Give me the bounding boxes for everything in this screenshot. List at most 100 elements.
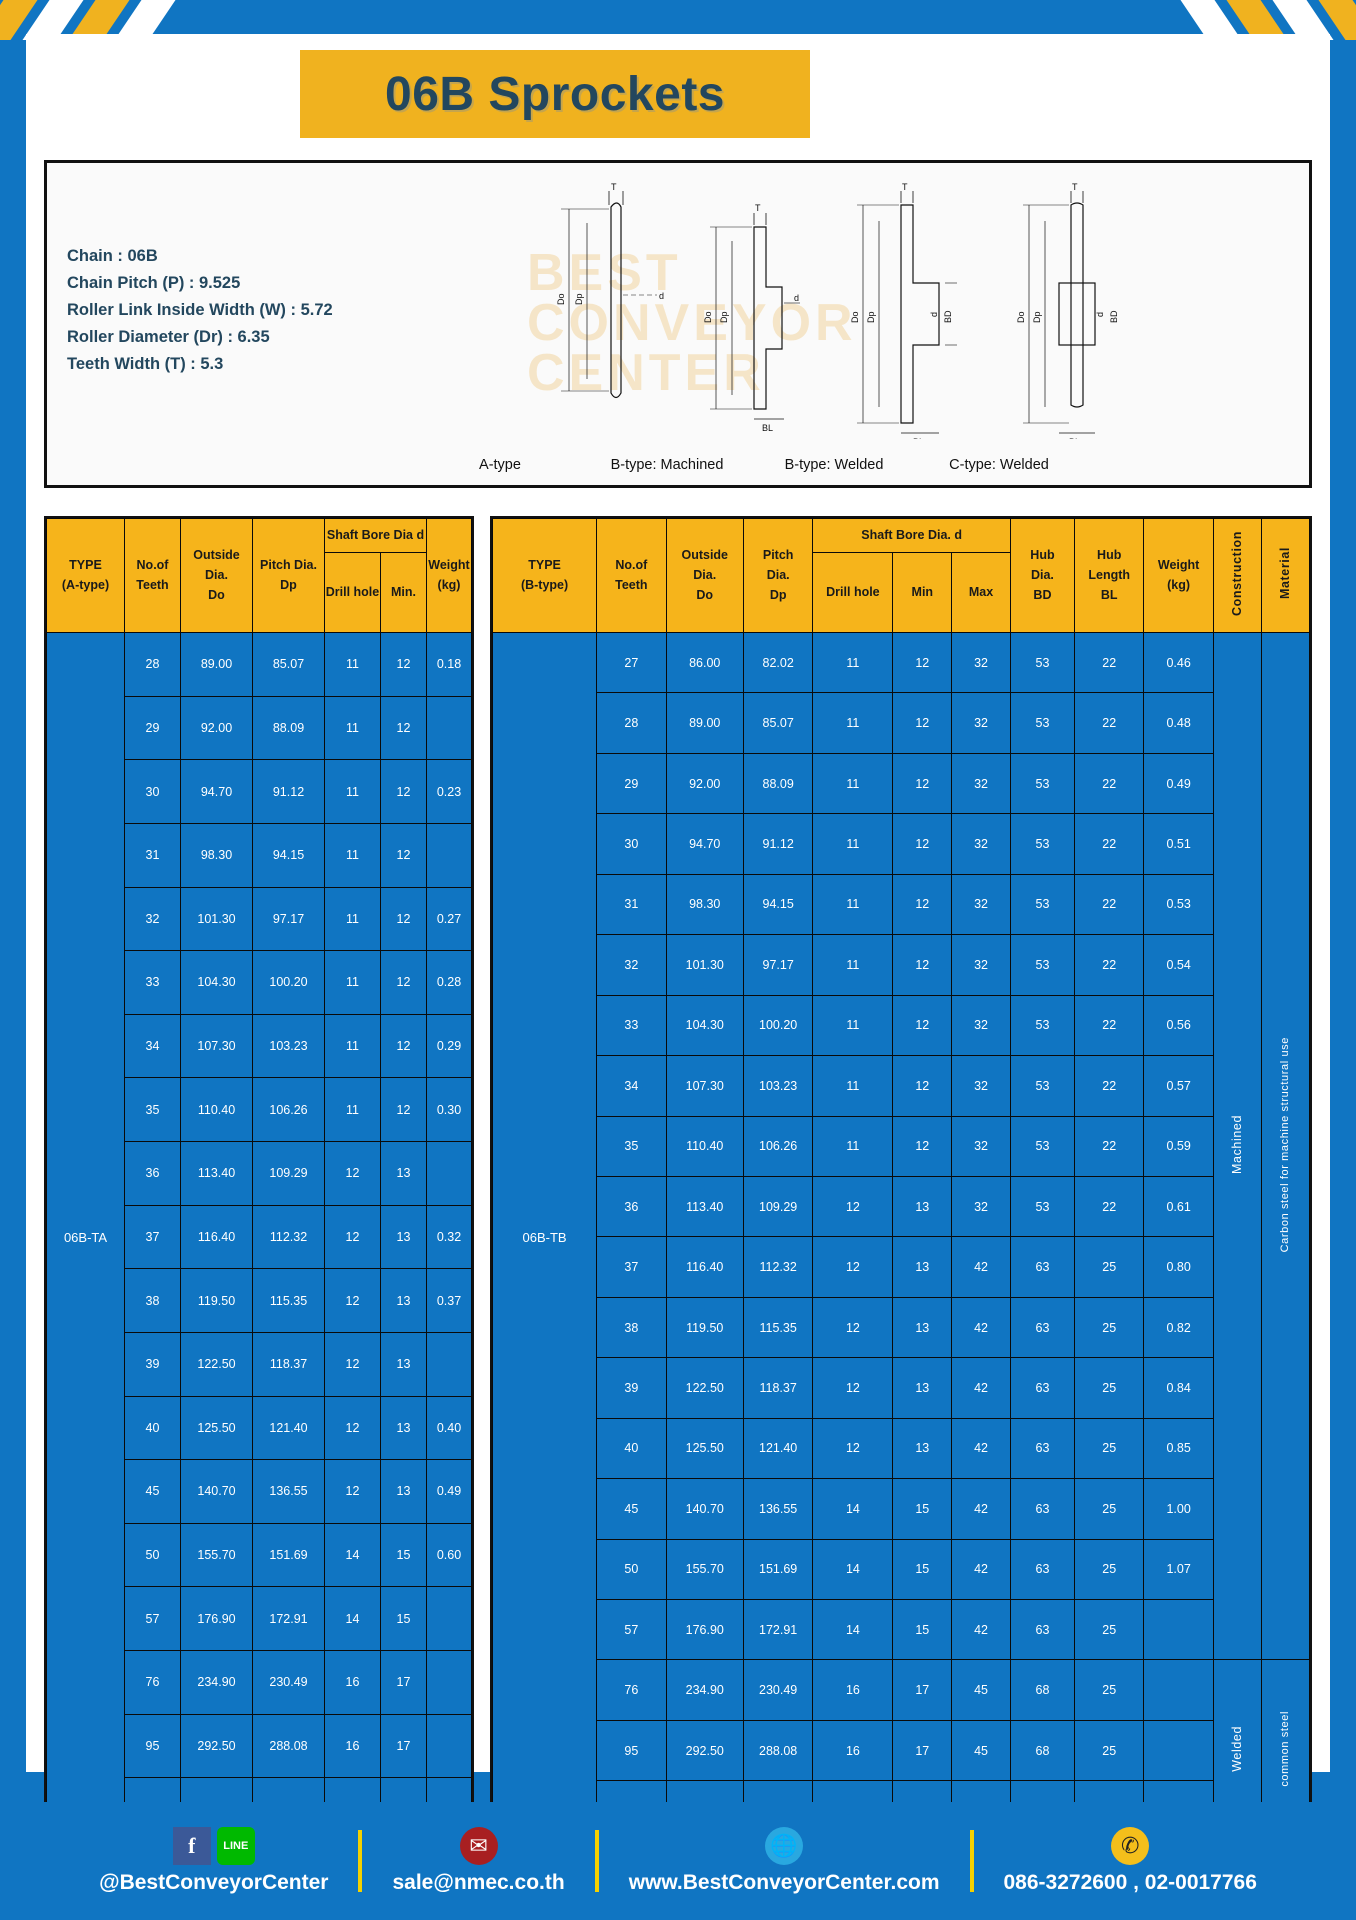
header-b-pd-line1: Pitch bbox=[762, 548, 794, 562]
phone-icon[interactable]: ✆ bbox=[1111, 1827, 1150, 1865]
footer-website[interactable]: 🌐 www.BestConveyorCenter.com bbox=[613, 1827, 956, 1895]
spec-line-teeth-width: Teeth Width (T) : 5.3 bbox=[67, 355, 224, 373]
header-a-type-line2: (A-type) bbox=[61, 578, 110, 592]
footer-phone[interactable]: ✆ 086-3272600 , 02-0017766 bbox=[988, 1827, 1273, 1895]
cell-a-teeth: 36 bbox=[124, 1141, 181, 1206]
cell-a-teeth: 32 bbox=[124, 886, 181, 952]
footer-social[interactable]: f LINE @BestConveyorCenter bbox=[83, 1827, 344, 1895]
cell-a-min: 12 bbox=[380, 632, 427, 697]
table-row: 32 101.30 97.17 11 12 32 53 22 0.54 bbox=[493, 934, 1310, 996]
footer-email[interactable]: ✉ sale@nmec.co.th bbox=[376, 1827, 580, 1895]
cell-a-outside-dia: 89.00 bbox=[180, 632, 253, 697]
cell-b-hub-length: 22 bbox=[1073, 1175, 1145, 1238]
cell-b-hub-dia: 63 bbox=[1009, 1236, 1076, 1298]
header-a-pd-line1: Pitch Dia. bbox=[260, 558, 317, 572]
table-b-type-label: 06B-TB bbox=[491, 632, 598, 1842]
globe-icon[interactable]: 🌐 bbox=[765, 1827, 804, 1865]
cell-a-drill-hole: 16 bbox=[324, 1713, 381, 1779]
cell-b-teeth: 57 bbox=[596, 1598, 667, 1661]
spec-line-roller-diameter: Roller Diameter (Dr) : 6.35 bbox=[67, 328, 270, 346]
header-b-pitch-dia: Pitch Dia. Dp bbox=[742, 518, 814, 633]
cell-a-outside-dia: 140.70 bbox=[180, 1459, 253, 1524]
cell-b-hub-dia: 68 bbox=[1009, 1719, 1076, 1782]
line-icon[interactable]: LINE bbox=[216, 1827, 255, 1865]
email-address[interactable]: sale@nmec.co.th bbox=[392, 1871, 565, 1894]
cell-b-weight: 0.80 bbox=[1143, 1236, 1214, 1298]
cell-a-drill-hole: 11 bbox=[324, 886, 381, 952]
cell-b-max: 32 bbox=[951, 631, 1011, 694]
cell-a-pitch-dia: 94.15 bbox=[252, 822, 325, 888]
cell-a-teeth: 37 bbox=[124, 1204, 181, 1270]
spec-line-chain: Chain : 06B bbox=[67, 247, 158, 265]
cell-b-outside-dia: 101.30 bbox=[665, 934, 744, 996]
cell-b-pitch-dia: 100.20 bbox=[742, 994, 814, 1057]
cell-b-hub-length: 25 bbox=[1073, 1478, 1145, 1540]
cell-a-min: 13 bbox=[380, 1141, 427, 1206]
cell-b-pitch-dia: 151.69 bbox=[742, 1538, 814, 1601]
header-b-bore-group: Shaft Bore Dia. d bbox=[812, 518, 1011, 553]
cell-a-outside-dia: 155.70 bbox=[180, 1522, 253, 1588]
cell-b-outside-dia: 234.90 bbox=[665, 1659, 744, 1721]
cell-a-drill-hole: 11 bbox=[324, 1013, 381, 1079]
cell-b-teeth: 50 bbox=[596, 1538, 667, 1601]
cell-b-teeth: 39 bbox=[596, 1357, 667, 1419]
cell-b-max: 32 bbox=[951, 692, 1011, 754]
cell-b-outside-dia: 140.70 bbox=[665, 1478, 744, 1540]
header-a-drill-hole: Drill hole bbox=[324, 552, 381, 633]
cell-b-min: 12 bbox=[892, 934, 953, 996]
cell-b-teeth: 76 bbox=[596, 1659, 667, 1721]
header-b-construction: Construction bbox=[1212, 518, 1262, 633]
cell-a-pitch-dia: 88.09 bbox=[252, 695, 325, 761]
cell-a-drill-hole: 12 bbox=[324, 1459, 381, 1524]
header-a-min: Min. bbox=[380, 552, 427, 633]
spec-line-pitch: Chain Pitch (P) : 9.525 bbox=[67, 274, 241, 292]
cell-b-min: 12 bbox=[892, 1055, 953, 1117]
svg-text:Dp: Dp bbox=[574, 293, 584, 305]
cell-a-min: 15 bbox=[380, 1522, 427, 1588]
cell-b-pitch-dia: 94.15 bbox=[742, 873, 814, 936]
spec-line-roller-width: Roller Link Inside Width (W) : 5.72 bbox=[67, 301, 333, 319]
cell-b-hub-length: 25 bbox=[1073, 1538, 1145, 1601]
cell-b-hub-length: 22 bbox=[1073, 873, 1145, 936]
cell-a-outside-dia: 98.30 bbox=[180, 822, 253, 888]
header-a-weight: Weight (kg) bbox=[426, 518, 472, 633]
cell-a-drill-hole: 12 bbox=[324, 1141, 381, 1206]
header-b-max: Max bbox=[951, 552, 1011, 633]
header-b-hublen-line3: BL bbox=[1100, 588, 1118, 602]
cell-b-hub-length: 25 bbox=[1073, 1357, 1145, 1419]
header-a-weight-line2: (kg) bbox=[437, 578, 461, 592]
mail-icon[interactable]: ✉ bbox=[459, 1827, 498, 1865]
header-b-pd-line3: Dp bbox=[769, 588, 787, 602]
table-a-type-wrapper: TYPE (A-type) No.of Teeth bbox=[44, 516, 474, 1844]
cell-a-weight bbox=[426, 1586, 472, 1651]
cell-a-outside-dia: 101.30 bbox=[180, 886, 253, 952]
cell-a-outside-dia: 176.90 bbox=[180, 1586, 253, 1651]
cell-a-outside-dia: 94.70 bbox=[180, 759, 253, 824]
cell-a-min: 12 bbox=[380, 1013, 427, 1079]
cell-b-teeth: 38 bbox=[596, 1296, 667, 1359]
cell-b-hub-length: 22 bbox=[1073, 631, 1145, 694]
cell-b-weight: 0.59 bbox=[1143, 1115, 1214, 1177]
header-b-teeth-line1: No.of bbox=[615, 558, 648, 572]
facebook-icon[interactable]: f bbox=[172, 1827, 211, 1865]
cell-a-weight: 0.27 bbox=[426, 886, 472, 952]
cell-b-weight: 0.61 bbox=[1143, 1175, 1214, 1238]
cell-a-min: 12 bbox=[380, 759, 427, 824]
phone-numbers[interactable]: 086-3272600 , 02-0017766 bbox=[1003, 1871, 1257, 1894]
website-url[interactable]: www.BestConveyorCenter.com bbox=[628, 1871, 940, 1894]
cell-a-outside-dia: 92.00 bbox=[180, 695, 253, 761]
cell-b-hub-dia: 53 bbox=[1009, 994, 1076, 1057]
cell-b-outside-dia: 94.70 bbox=[665, 813, 744, 875]
cell-b-drill-hole: 16 bbox=[812, 1719, 894, 1782]
header-b-teeth-line2: Teeth bbox=[615, 578, 648, 592]
facebook-handle[interactable]: @BestConveyorCenter bbox=[99, 1871, 329, 1894]
cell-b-teeth: 28 bbox=[596, 692, 667, 754]
cell-a-drill-hole: 16 bbox=[324, 1650, 381, 1715]
header-a-bore-group: Shaft Bore Dia d bbox=[324, 518, 427, 553]
cell-a-pitch-dia: 172.91 bbox=[252, 1586, 325, 1651]
cell-a-pitch-dia: 100.20 bbox=[252, 950, 325, 1015]
header-b-hub-dia: Hub Dia. BD bbox=[1009, 518, 1076, 633]
cell-b-hub-dia: 53 bbox=[1009, 934, 1076, 996]
header-b-material-label: Material bbox=[1277, 547, 1292, 600]
cell-b-pitch-dia: 288.08 bbox=[742, 1719, 814, 1782]
